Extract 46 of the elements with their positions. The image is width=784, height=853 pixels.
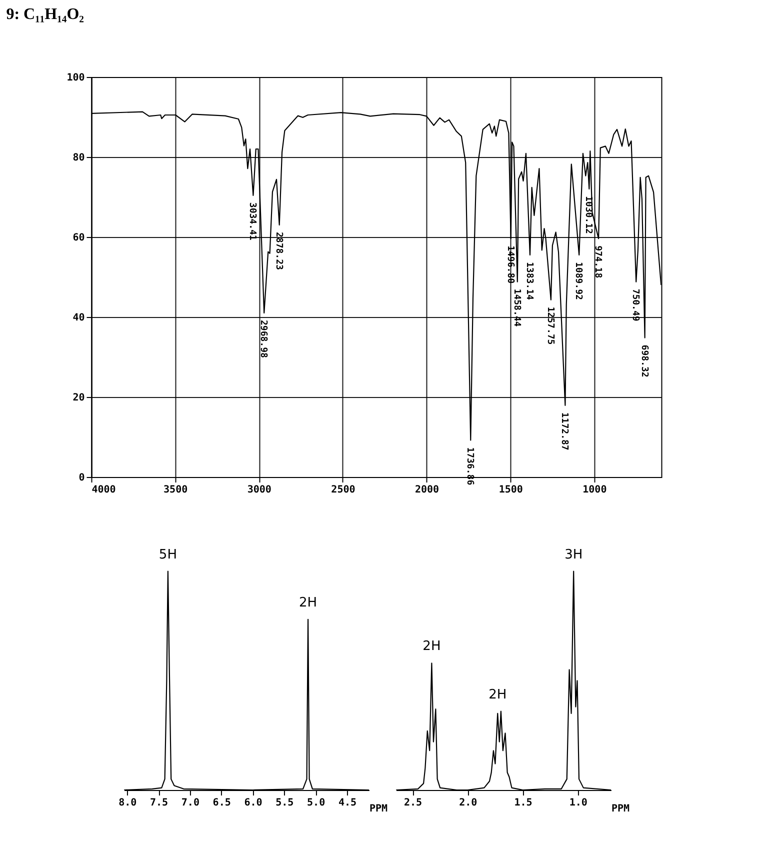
x-tick-label: 7.0 (181, 798, 200, 808)
annotation: 3H (564, 547, 583, 562)
annotation: 750.49 (630, 288, 640, 322)
annotation: 698.32 (638, 344, 649, 378)
annotation: 3034.41 (247, 202, 258, 240)
y-tick-label: 40 (72, 312, 85, 324)
x-tick-label: 3500 (164, 484, 188, 496)
x-tick-label: 1000 (582, 484, 607, 496)
x-tick-label: 2500 (331, 484, 356, 496)
y-tick-label: 80 (72, 152, 85, 164)
x-tick-label: 2.5 (404, 798, 422, 808)
annotation: 5H (158, 547, 177, 562)
x-tick-label: 2.0 (459, 798, 478, 808)
annotation: 1736.86 (464, 447, 475, 486)
x-tick-label: 6.5 (212, 798, 231, 808)
annotation: 2968.98 (258, 320, 268, 358)
annotation: 1458.44 (511, 288, 522, 328)
x-axis-title: PPM (369, 804, 388, 814)
x-tick-label: 3000 (247, 484, 272, 496)
annotation: 1257.75 (544, 306, 555, 345)
x-tick-label: 8.0 (118, 798, 137, 808)
chart-title: 9: C₁₁H₁₄O₂ (6, 6, 84, 23)
annotation: 2H (422, 639, 441, 654)
x-tick-label: 4.5 (338, 798, 357, 808)
x-tick-label: 1500 (498, 484, 523, 496)
annotation: 1089.92 (573, 262, 584, 300)
x-tick-label: 5.0 (307, 798, 326, 808)
annotation: 2878.23 (273, 232, 284, 270)
x-tick-label: 7.5 (150, 798, 168, 808)
annotation: 1172.87 (559, 412, 570, 450)
x-axis-title: PPM (611, 804, 630, 814)
annotation: 1496.80 (504, 246, 515, 284)
annotation: 974.18 (592, 246, 603, 278)
y-tick-label: 20 (72, 392, 85, 404)
annotation: 2H (299, 595, 318, 610)
y-tick-label: 100 (66, 72, 85, 84)
x-tick-label: 2000 (414, 484, 440, 496)
annotation: 2H (488, 687, 507, 702)
y-tick-label: 0 (78, 472, 85, 484)
x-tick-label: 5.5 (276, 798, 294, 808)
x-tick-label: 4000 (92, 484, 116, 496)
annotation: 1383.14 (524, 262, 534, 301)
x-tick-label: 1.0 (569, 798, 588, 808)
x-tick-label: 1.5 (514, 798, 532, 808)
y-tick-label: 60 (72, 232, 85, 244)
x-tick-label: 6.0 (244, 798, 262, 808)
